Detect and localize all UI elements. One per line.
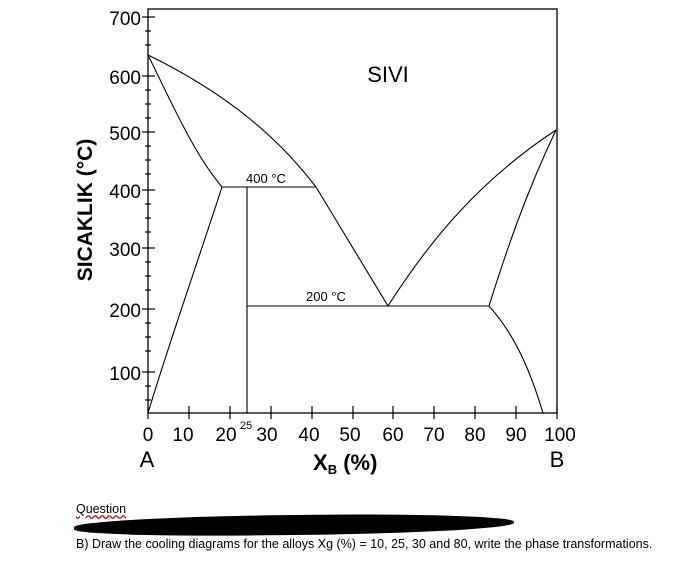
- x-axis-title-rest: (%): [337, 450, 377, 475]
- x-tick-label: 90: [505, 425, 526, 446]
- plot-frame: [147, 8, 558, 414]
- phase-boundaries: [147, 54, 557, 414]
- x-axis-ticks: [147, 406, 558, 419]
- x-tick-label: 30: [256, 425, 277, 446]
- component-b-label: B: [550, 447, 565, 472]
- y-axis-ticks: [142, 16, 155, 401]
- x-tick-label: 20: [215, 425, 236, 446]
- liquidus-left: [147, 54, 317, 188]
- y-tick-label: 500: [109, 124, 141, 145]
- solidus-left: [147, 54, 223, 188]
- x-tick-label: 70: [423, 425, 444, 446]
- isotherm-200-label: 200 °C: [306, 289, 346, 304]
- x-tick-label: 50: [339, 425, 360, 446]
- x-axis-title-main: X: [313, 450, 328, 475]
- question-text: B) Draw the cooling diagrams for the all…: [76, 537, 653, 551]
- liquidus-right: [387, 129, 557, 307]
- solidus-right: [488, 129, 557, 307]
- question-block: Question: [76, 502, 686, 517]
- solvus-right: [488, 305, 544, 414]
- x-tick-labels: 0 10 20 30 40 50 60 70 80 90 100: [143, 425, 576, 446]
- solvus-left: [147, 186, 223, 414]
- y-tick-labels: 100 200 300 400 500 600 700: [109, 9, 141, 385]
- x-tick-label: 40: [298, 425, 319, 446]
- isotherm-400-label: 400 °C: [246, 171, 286, 186]
- component-a-label: A: [140, 447, 155, 472]
- x-tick-label: 10: [172, 425, 193, 446]
- liquid-region-label: SIVI: [367, 62, 409, 87]
- y-tick-label: 200: [109, 301, 141, 322]
- y-tick-label: 300: [109, 240, 141, 261]
- x-tick-label: 80: [464, 425, 485, 446]
- y-tick-label: 600: [109, 68, 141, 89]
- x-tick-label: 100: [544, 425, 576, 446]
- y-tick-label: 700: [109, 9, 141, 30]
- x-axis-title-sub: B: [328, 462, 337, 477]
- y-axis-title: SICAKLIK (°C): [74, 139, 97, 282]
- y-tick-label: 400: [109, 182, 141, 203]
- x-axis-title: XB (%): [313, 450, 377, 477]
- x-tick-label-25: 25: [240, 420, 252, 432]
- liquidus-left-lower: [315, 186, 389, 307]
- question-heading: Question: [76, 502, 127, 516]
- x-tick-label: 0: [143, 425, 154, 446]
- y-tick-label: 100: [109, 364, 141, 385]
- x-tick-label: 60: [382, 425, 403, 446]
